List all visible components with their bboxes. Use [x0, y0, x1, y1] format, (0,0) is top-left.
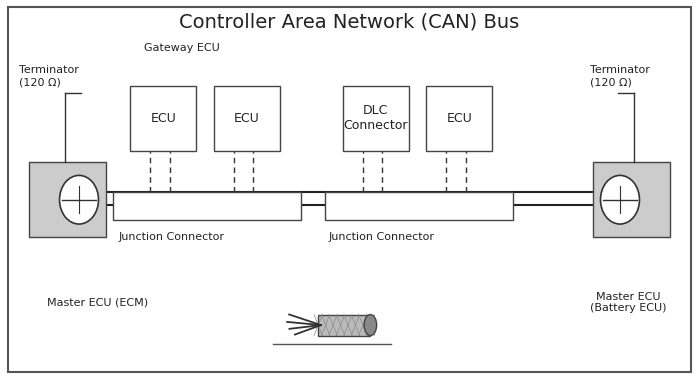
FancyBboxPatch shape [8, 7, 691, 372]
Text: Terminator
(120 Ω): Terminator (120 Ω) [590, 66, 649, 87]
Text: Gateway ECU: Gateway ECU [144, 43, 220, 53]
FancyBboxPatch shape [214, 86, 280, 151]
Text: DLC
Connector: DLC Connector [343, 104, 408, 132]
Text: Junction Connector: Junction Connector [329, 232, 435, 242]
Ellipse shape [59, 175, 99, 224]
FancyBboxPatch shape [113, 192, 301, 220]
FancyBboxPatch shape [325, 192, 513, 220]
Text: ECU: ECU [150, 112, 176, 125]
FancyBboxPatch shape [426, 86, 492, 151]
FancyBboxPatch shape [343, 86, 409, 151]
FancyBboxPatch shape [318, 315, 370, 336]
Text: ECU: ECU [234, 112, 260, 125]
Ellipse shape [600, 175, 640, 224]
Text: Junction Connector: Junction Connector [118, 232, 224, 242]
Text: ECU: ECU [446, 112, 472, 125]
Text: Master ECU (ECM): Master ECU (ECM) [47, 297, 147, 308]
FancyBboxPatch shape [29, 162, 106, 237]
Text: Terminator
(120 Ω): Terminator (120 Ω) [19, 66, 79, 87]
Ellipse shape [364, 315, 377, 336]
FancyBboxPatch shape [593, 162, 670, 237]
Text: Master ECU
(Battery ECU): Master ECU (Battery ECU) [590, 292, 666, 313]
Text: Controller Area Network (CAN) Bus: Controller Area Network (CAN) Bus [180, 12, 519, 31]
FancyBboxPatch shape [130, 86, 196, 151]
